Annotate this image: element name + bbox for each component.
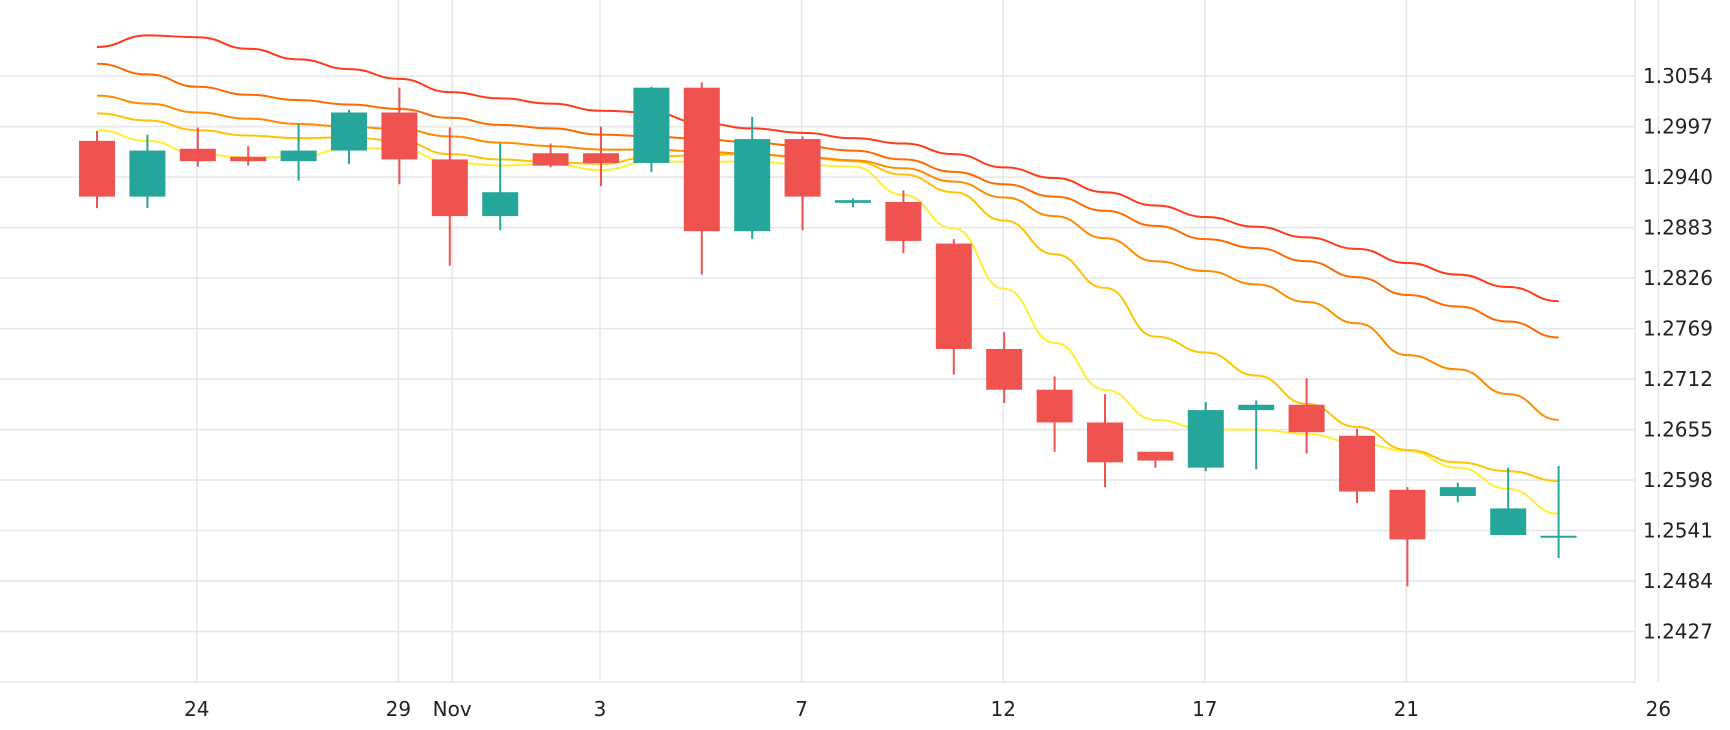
candle [1389,487,1426,587]
candle-body [1087,422,1123,463]
x-tick-label: 17 [1192,697,1217,721]
candle [986,332,1023,403]
candle [935,239,972,375]
candle [1540,465,1577,558]
candle-body [179,148,216,162]
y-tick-label: 1.2712 [1643,367,1713,391]
candle-body [532,153,569,166]
candle [280,124,317,181]
moving-average-line [96,94,1559,421]
candle [885,190,922,254]
candle [734,116,771,240]
candle-body [1288,404,1325,433]
x-tick-label: 21 [1394,697,1419,721]
candle-body [331,112,367,151]
candle-body [1187,410,1224,468]
candles [79,82,1577,587]
candle [230,146,267,166]
candle [381,87,418,185]
y-tick-label: 1.2427 [1643,620,1713,644]
candle [1288,378,1325,454]
candle-body [1036,389,1073,423]
candle [129,134,166,209]
x-axis: 24 29 Nov 3 7 12 17 21 26 [184,697,1671,721]
candle [1087,394,1123,488]
candle [1036,376,1073,452]
candle [1187,402,1224,472]
candle [482,143,519,231]
candle-body [381,112,418,160]
candle-body [1389,489,1426,540]
candle-body [835,200,871,203]
candle-body [935,243,972,349]
y-tick-label: 1.2940 [1643,165,1713,189]
candle-body [734,139,771,232]
candle [331,109,367,164]
candle-body [431,159,468,217]
x-tick-label: 29 [386,697,411,721]
candle-body [280,150,317,162]
candle-body [482,192,519,217]
candle [1439,482,1476,503]
x-tick-label: 7 [795,697,808,721]
x-tick-label: 12 [990,697,1015,721]
candle-body [1439,487,1476,496]
y-tick-label: 1.2541 [1643,519,1713,543]
x-tick-label: 26 [1646,697,1671,721]
y-tick-label: 1.2655 [1643,418,1713,442]
candle [583,126,619,186]
candle [532,143,569,168]
candle-body [1490,508,1527,535]
candle [179,127,216,167]
candle-body [683,87,720,232]
candle [1238,400,1275,470]
y-tick-label: 1.2598 [1643,468,1713,492]
candle-body [1238,404,1275,411]
candle [431,127,468,266]
y-tick-label: 1.3054 [1643,64,1713,88]
x-tick-label: Nov [433,697,472,721]
y-tick-label: 1.2769 [1643,317,1713,341]
x-tick-label: 3 [594,697,607,721]
candle [1137,451,1174,468]
x-tick-label: 24 [184,697,209,721]
candle-body [784,139,821,197]
candle-body [230,156,267,162]
candle [683,82,720,275]
candle [784,136,821,231]
candle-body [1339,435,1375,492]
candle [633,86,670,172]
candle-body [129,150,166,197]
candle-body [885,201,922,241]
candle [1490,467,1527,535]
y-axis: 1.3054 1.2997 1.2940 1.2883 1.2826 1.2769 1.27… [1643,64,1713,643]
moving-average-line [96,34,1559,303]
candle-body [583,153,619,163]
y-tick-label: 1.2826 [1643,266,1713,290]
y-tick-label: 1.2883 [1643,216,1713,240]
y-tick-label: 1.2997 [1643,115,1713,139]
candle-body [986,348,1023,390]
candle-body [79,140,115,197]
grid-lines [0,0,1660,683]
moving-average-line [96,62,1559,339]
candle [835,198,871,208]
candle [1339,428,1375,504]
candle [79,131,115,209]
moving-average-line [96,112,1559,482]
candle-body [1137,451,1174,461]
y-tick-label: 1.2484 [1643,569,1713,593]
candle-body [633,87,670,163]
